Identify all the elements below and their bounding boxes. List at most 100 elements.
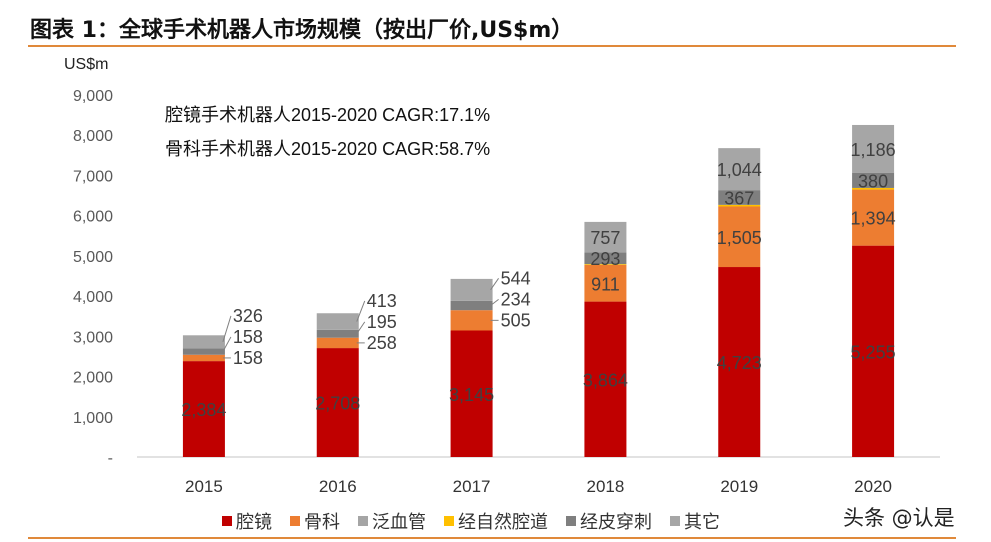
y-tick-label: 1,000 <box>73 410 113 427</box>
bar-segment <box>584 221 627 253</box>
y-tick-label: 7,000 <box>73 168 113 185</box>
bar-segment <box>316 348 359 457</box>
data-label: 158 <box>233 348 263 368</box>
x-tick-label: 2015 <box>185 477 223 496</box>
legend-label: 经皮穿刺 <box>580 512 652 533</box>
bar-segment <box>450 300 493 311</box>
y-tick-label: 2,000 <box>73 370 113 387</box>
bar-segment <box>584 264 627 302</box>
legend-swatch <box>566 516 576 526</box>
legend-swatch <box>290 516 300 526</box>
legend-label: 腔镜 <box>236 512 272 533</box>
bar-segment <box>182 348 225 355</box>
data-label: 1,186 <box>851 140 896 160</box>
data-label: 2,708 <box>315 394 360 414</box>
data-label: 757 <box>590 228 620 248</box>
bar-segment <box>316 337 359 349</box>
bar-segment <box>852 245 895 457</box>
x-tick-label: 2018 <box>587 477 625 496</box>
y-tick-label: 8,000 <box>73 128 113 145</box>
x-tick-label: 2017 <box>453 477 491 496</box>
label-leader-line <box>222 336 232 352</box>
bar-segment <box>718 267 761 457</box>
y-tick-label: 3,000 <box>73 329 113 346</box>
y-tick-label: - <box>108 450 113 467</box>
data-label: 293 <box>590 249 620 269</box>
data-label: 3,145 <box>449 385 494 405</box>
bar-segment <box>316 329 359 338</box>
bar-segment <box>718 204 761 207</box>
bar-segment <box>316 313 359 330</box>
label-leader-line <box>356 300 366 322</box>
annotation-laparoscopic-cagr: 腔镜手术机器人2015-2020 CAGR:17.1% <box>165 105 491 125</box>
x-tick-label: 2016 <box>319 477 357 496</box>
x-tick-label: 2020 <box>854 477 892 496</box>
bar-segment <box>852 172 895 188</box>
legend-item: 其它 <box>670 508 720 534</box>
y-tick-label: 4,000 <box>73 289 113 306</box>
data-label: 367 <box>724 189 754 209</box>
data-label: 158 <box>233 327 263 347</box>
x-tick-label: 2019 <box>720 477 758 496</box>
data-label: 258 <box>367 333 397 353</box>
figure-title: 图表 1：全球手术机器人市场规模（按出厂价,US$m） <box>30 18 574 43</box>
bottom-rule <box>28 537 956 539</box>
data-label: 1,505 <box>717 228 762 248</box>
legend-label: 经自然腔道 <box>458 512 548 533</box>
data-label: 413 <box>367 291 397 311</box>
bar-segment <box>450 310 493 331</box>
legend-item: 腔镜 <box>222 508 272 534</box>
legend-swatch <box>444 516 454 526</box>
bar-segment <box>584 264 627 265</box>
data-label: 505 <box>501 310 531 330</box>
data-label: 380 <box>858 171 888 191</box>
legend-item: 骨科 <box>290 508 340 534</box>
legend-item: 泛血管 <box>358 508 426 534</box>
legend-label: 骨科 <box>304 512 340 533</box>
bar-segment <box>718 190 761 205</box>
bar-segment <box>182 354 225 362</box>
data-label: 4,723 <box>717 353 762 373</box>
bar-segment <box>584 301 627 457</box>
bar-segment <box>450 330 493 457</box>
legend-swatch <box>670 516 680 526</box>
legend-item: 经自然腔道 <box>444 508 548 534</box>
legend: 腔镜 骨科 泛血管 经自然腔道 经皮穿刺 其它 <box>222 508 720 534</box>
bar-segment <box>852 124 895 173</box>
data-label: 2,384 <box>181 400 226 420</box>
label-leader-line <box>222 315 232 342</box>
data-label: 234 <box>501 289 531 309</box>
title-rule <box>28 45 956 47</box>
legend-label: 其它 <box>684 512 720 533</box>
y-tick-label: 5,000 <box>73 249 113 266</box>
legend-item: 经皮穿刺 <box>566 508 652 534</box>
bar-segment <box>584 252 627 265</box>
data-label: 1,044 <box>717 160 762 180</box>
bar-segment <box>718 148 761 191</box>
data-label: 3,864 <box>583 370 628 390</box>
data-label: 5,255 <box>851 342 896 362</box>
bar-segment <box>182 335 225 349</box>
legend-swatch <box>222 516 232 526</box>
data-label: 911 <box>591 274 620 294</box>
legend-label: 泛血管 <box>372 512 426 533</box>
y-axis-unit: US$m <box>64 56 109 73</box>
data-label: 326 <box>233 306 263 326</box>
data-label: 1,394 <box>851 209 896 229</box>
bar-segment <box>182 361 225 457</box>
label-leader-line <box>490 278 499 291</box>
data-label: 195 <box>367 312 397 332</box>
bar-segment <box>852 189 895 246</box>
watermark: 头条 @认是 <box>843 506 955 530</box>
bar-segment <box>852 187 895 190</box>
label-leader-line <box>356 321 366 335</box>
bar-segment <box>718 206 761 268</box>
legend-swatch <box>358 516 368 526</box>
annotation-orthopedic-cagr: 骨科手术机器人2015-2020 CAGR:58.7% <box>165 139 491 159</box>
y-tick-label: 9,000 <box>73 88 113 105</box>
data-label: 544 <box>501 268 531 288</box>
bar-segment <box>450 278 493 301</box>
y-tick-label: 6,000 <box>73 209 113 226</box>
